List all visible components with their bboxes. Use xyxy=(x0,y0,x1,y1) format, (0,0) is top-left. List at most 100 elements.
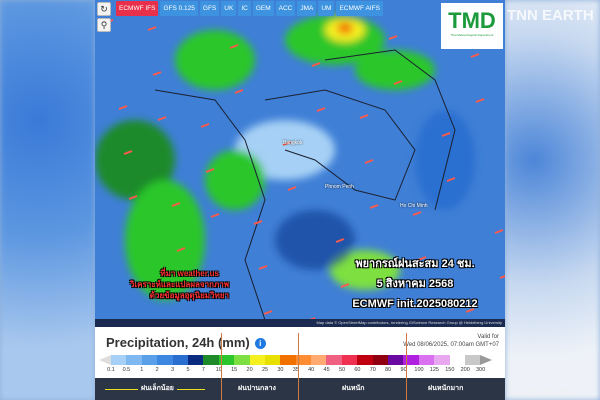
colorbar-segment xyxy=(418,354,435,365)
valid-time-value: Wed 08/06/2025, 07:00am GMT+07 xyxy=(403,342,499,348)
colorbar-tick: 35 xyxy=(292,367,299,373)
tnn-earth-logo: TNN EARTH xyxy=(507,7,594,24)
wind-arrow xyxy=(200,123,210,128)
model-button[interactable]: GFS 0.125 xyxy=(160,1,198,16)
valid-label: Valid for xyxy=(477,334,499,340)
colorbar-segment xyxy=(234,354,250,365)
colorbar-segment xyxy=(449,354,465,365)
forecast-overlay: พยากรณ์ฝนสะสม 24 ชม. 5 สิงหาคม 2568 ECMW… xyxy=(325,254,505,314)
model-button[interactable]: ECMWF IFS xyxy=(116,1,159,16)
model-button[interactable]: ECMWF AIFS xyxy=(336,1,383,16)
colorbar-segment xyxy=(111,354,127,365)
colorbar-segment xyxy=(372,354,389,365)
colorbar-segment xyxy=(388,354,404,365)
city-label: Bangkok xyxy=(283,140,303,146)
colorbar-tick: 60 xyxy=(354,367,361,373)
colorbar-tick: 7 xyxy=(201,367,205,373)
colorbar-tick: 15 xyxy=(231,367,238,373)
divider xyxy=(298,333,299,400)
colorbar-segment xyxy=(280,354,296,365)
colorbar-segment xyxy=(172,354,188,365)
colorbar-segment xyxy=(341,354,358,365)
wind-arrow xyxy=(234,89,244,94)
colorbar-tick: 300 xyxy=(476,367,486,373)
source-line: วิเคราะห์และแปลผลจากภาพ xyxy=(129,280,229,289)
model-selector: ECMWF IFS GFS 0.125 GFS UK IC GEM ACC JMA UM ECMW… xyxy=(116,1,383,16)
colorbar-segment xyxy=(403,354,419,365)
wind-arrow xyxy=(258,265,268,270)
model-button[interactable]: ACC xyxy=(275,1,296,16)
wind-arrow xyxy=(316,107,326,112)
model-button[interactable]: JMA xyxy=(297,1,317,16)
colorbar-tick: 45 xyxy=(323,367,330,373)
wind-arrow xyxy=(446,177,456,182)
wind-arrow xyxy=(369,204,379,209)
colorbar-tick: 25 xyxy=(261,367,269,373)
colorbar-tick: 20 xyxy=(246,367,253,373)
colorbar-max-arrow xyxy=(480,354,493,365)
legend-title: Precipitation, 24h (mm) i xyxy=(106,335,266,350)
colorbar-tick: 90 xyxy=(400,367,407,373)
city-label: Phnom Penh xyxy=(325,184,354,190)
blurred-background-left xyxy=(0,0,95,400)
colorbar-tick: 5 xyxy=(186,367,190,373)
model-button[interactable]: UK xyxy=(221,1,237,16)
wind-arrow xyxy=(359,114,369,119)
map-attribution: Map data © OpenStreetMap contributors, r… xyxy=(95,319,505,327)
colorbar-tick: 1 xyxy=(140,367,144,373)
model-button[interactable]: UM xyxy=(318,1,335,16)
colorbar-segment xyxy=(249,354,265,365)
wind-arrow xyxy=(123,150,133,155)
map-pin-icon[interactable]: ⚲ xyxy=(97,18,111,32)
wind-arrow xyxy=(340,283,350,288)
colorbar-tick: 0.1 xyxy=(107,367,115,373)
wind-arrow xyxy=(499,275,505,279)
wind-arrow xyxy=(152,71,162,76)
wind-arrow xyxy=(253,220,263,225)
wind-arrow xyxy=(176,247,186,252)
legend-title-text: Precipitation, 24h (mm) xyxy=(106,335,250,350)
precipitation-map[interactable]: ↻ ⚲ ECMWF IFS GFS 0.125 GFS UK IC GEM ACC JMA UM… xyxy=(95,0,505,327)
colorbar-segment xyxy=(187,354,204,365)
precipitation-legend: Precipitation, 24h (mm) i Valid for Wed 08… xyxy=(95,327,505,378)
divider xyxy=(406,333,407,400)
colorbar-tick: 70 xyxy=(369,367,376,373)
category-moderate: ฝนปานกลาง xyxy=(235,384,279,393)
wind-arrow xyxy=(417,256,427,261)
wind-arrow xyxy=(335,238,345,243)
model-button[interactable]: GFS xyxy=(199,1,220,16)
colorbar-tick: 80 xyxy=(385,367,392,373)
colorbar-tick: 10 xyxy=(215,367,222,373)
colorbar-segment xyxy=(141,354,158,365)
wind-arrow xyxy=(263,310,273,315)
colorbar-tick: 3 xyxy=(171,367,175,373)
category-heavy: ฝนหนัก xyxy=(339,384,368,393)
wind-arrow xyxy=(210,213,220,218)
wind-arrow xyxy=(494,229,504,234)
refresh-icon[interactable]: ↻ xyxy=(97,2,111,16)
wind-arrow xyxy=(475,98,485,103)
city-label: Ho Chi Minh xyxy=(400,203,428,209)
source-line: ที่มา weather.us xyxy=(160,269,219,278)
category-light: ฝนเล็กน้อย xyxy=(138,384,177,393)
tmd-logo: TMD Thai Meteorological Department xyxy=(441,3,503,49)
wind-arrow xyxy=(171,202,181,207)
info-icon[interactable]: i xyxy=(254,338,266,349)
colorbar-segment xyxy=(434,354,450,365)
colorbar-tick: 2 xyxy=(155,367,159,373)
model-button[interactable]: IC xyxy=(238,1,251,16)
colorbar-min-arrow xyxy=(99,354,111,365)
wind-arrow xyxy=(128,195,138,200)
colorbar-segment xyxy=(357,354,373,365)
wind-arrow xyxy=(157,116,167,121)
colorbar-tick: 0.5 xyxy=(122,367,131,373)
divider xyxy=(221,333,222,400)
blurred-background-right xyxy=(505,0,600,400)
category-band: ฝนเล็กน้อย ฝนปานกลาง ฝนหนัก ฝนหนักมาก xyxy=(95,378,505,400)
colorbar-tick: 40 xyxy=(308,367,315,373)
forecast-line: ECMWF init.2025080212 xyxy=(352,298,478,310)
colorbar-segment xyxy=(126,354,142,365)
source-overlay: ที่มา weather.us วิเคราะห์และแปลผลจากภาพ… xyxy=(99,268,229,301)
wind-arrow xyxy=(470,53,480,58)
model-button[interactable]: GEM xyxy=(252,1,274,16)
